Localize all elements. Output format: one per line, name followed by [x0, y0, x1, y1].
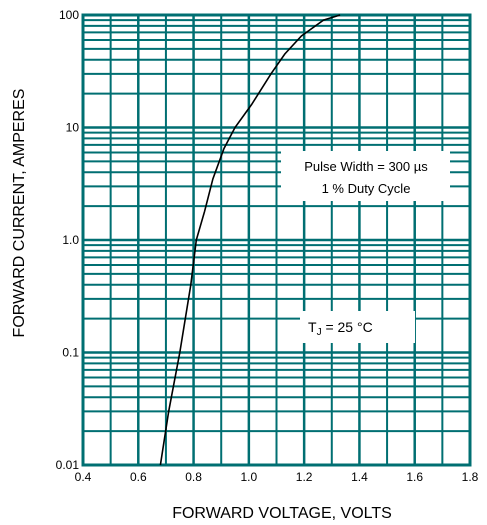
x-tick-label: 0.4 [75, 470, 92, 484]
pulse-annotation-box [281, 151, 450, 201]
y-tick-label: 0.01 [56, 458, 80, 472]
x-tick-label: 0.8 [185, 470, 202, 484]
x-tick-labels: 0.4 0.6 0.8 1.0 1.2 1.4 1.6 1.8 [75, 470, 479, 484]
y-tick-label: 10 [66, 121, 80, 135]
x-tick-label: 1.8 [462, 470, 479, 484]
x-tick-label: 1.0 [241, 470, 258, 484]
x-tick-label: 1.2 [296, 470, 313, 484]
x-tick-label: 1.4 [351, 470, 368, 484]
y-axis-label: FORWARD CURRENT, AMPERES [11, 89, 28, 338]
y-tick-label: 0.1 [62, 346, 79, 360]
junction-temperature-text: TJ = 25 °C [308, 319, 373, 338]
x-tick-label: 1.6 [406, 470, 423, 484]
pulse-annotation: Pulse Width = 300 µs 1 % Duty Cycle [281, 151, 450, 201]
duty-cycle-text: 1 % Duty Cycle [322, 181, 411, 196]
temperature-annotation-box [300, 311, 415, 343]
plot-frame [81, 13, 472, 467]
x-axis-label: FORWARD VOLTAGE, VOLTS [172, 505, 392, 522]
x-tick-label: 0.6 [130, 470, 147, 484]
y-tick-labels: 0.01 0.1 1.0 10 100 [56, 8, 80, 472]
pulse-width-text: Pulse Width = 300 µs [304, 159, 428, 174]
forward-voltage-curve [159, 14, 341, 466]
temperature-annotation: TJ = 25 °C [300, 311, 415, 343]
y-tick-label: 100 [59, 8, 79, 22]
y-tick-label: 1.0 [62, 233, 79, 247]
chart-grid [81, 13, 472, 467]
